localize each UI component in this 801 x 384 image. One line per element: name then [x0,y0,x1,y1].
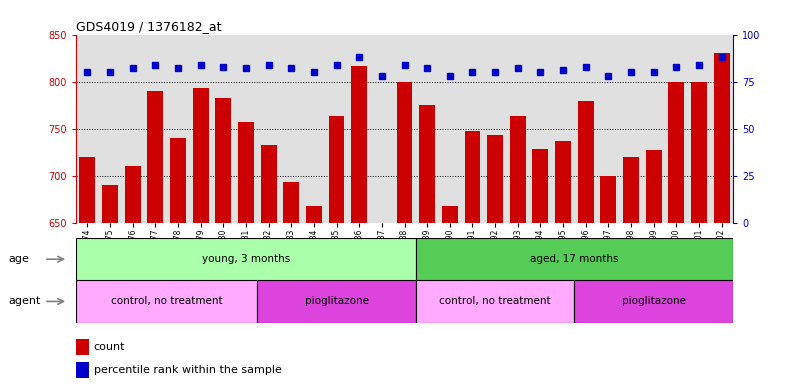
Bar [170,138,186,223]
Bar [574,280,733,323]
Bar [416,280,574,323]
Bar [555,141,571,223]
Bar [103,185,118,223]
Bar [352,66,367,223]
Bar [416,238,733,280]
Text: age: age [8,254,29,264]
Text: percentile rank within the sample: percentile rank within the sample [94,365,282,375]
Bar [601,175,616,223]
Text: pioglitazone: pioglitazone [622,296,686,306]
Bar [193,88,208,223]
Bar [487,135,503,223]
Bar [668,81,684,223]
Text: count: count [94,342,125,352]
Bar [442,206,457,223]
Bar [238,122,254,223]
Bar [284,182,300,223]
Text: GDS4019 / 1376182_at: GDS4019 / 1376182_at [76,20,222,33]
Text: young, 3 months: young, 3 months [202,254,290,264]
Bar [509,116,525,223]
Text: control, no treatment: control, no treatment [439,296,551,306]
Bar [691,81,706,223]
Bar [578,101,594,223]
Bar [419,105,435,223]
Bar [714,53,730,223]
Bar [306,206,322,223]
Bar [76,238,416,280]
Bar [328,116,344,223]
Bar [76,280,257,323]
Bar [396,81,413,223]
Bar [374,223,390,364]
Text: control, no treatment: control, no treatment [111,296,223,306]
Bar [215,98,231,223]
Bar [76,339,89,355]
Bar [76,362,89,378]
Text: pioglitazone: pioglitazone [304,296,368,306]
Bar [125,166,141,223]
Bar [623,157,639,223]
Bar [260,145,276,223]
Text: aged, 17 months: aged, 17 months [530,254,618,264]
Bar [533,149,549,223]
Bar [147,91,163,223]
Bar [646,150,662,223]
Bar [257,280,416,323]
Bar [79,157,95,223]
Text: agent: agent [8,296,40,306]
Bar [465,131,481,223]
